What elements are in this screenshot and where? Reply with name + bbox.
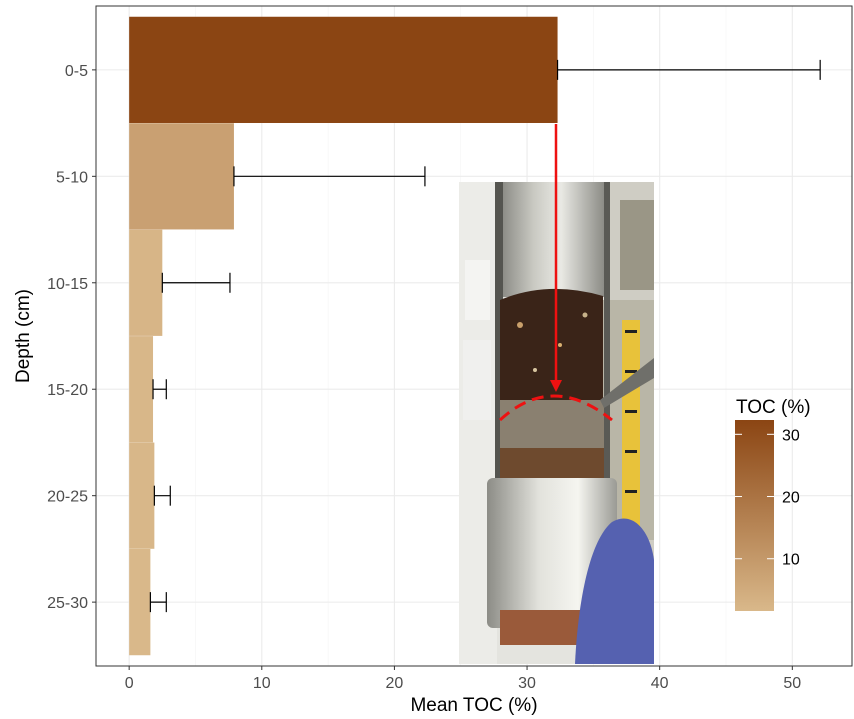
x-tick-label: 50: [783, 675, 801, 692]
x-tick-label: 10: [253, 675, 271, 692]
y-tick-label: 0-5: [65, 63, 88, 80]
bar-20-25: [129, 442, 155, 549]
error-bar-5-10: [233, 166, 426, 187]
error-bar-20-25: [153, 485, 171, 506]
y-tick-label: 10-15: [47, 276, 88, 293]
error-bar-15-20: [152, 379, 167, 400]
bar-5-10: [129, 123, 234, 230]
error-bar-25-30: [149, 592, 167, 613]
bar-15-20: [129, 336, 154, 443]
x-axis-title: Mean TOC (%): [410, 695, 537, 716]
red-arrow: [550, 124, 562, 392]
legend-tick-label: 30: [782, 427, 800, 444]
legend-colorbar: [735, 420, 774, 611]
panel-border: [95, 5, 853, 667]
y-tick-label: 25-30: [47, 595, 88, 612]
error-bar-0-5: [556, 59, 821, 80]
y-axis-title: Depth (cm): [13, 289, 34, 383]
bar-0-5: [129, 16, 558, 123]
error-bars-group: [149, 59, 821, 613]
bar-25-30: [129, 549, 151, 656]
inset-soil-core-photo: [459, 182, 654, 664]
x-axis-ticks: 0 10 20 30 40 50: [125, 666, 801, 692]
legend-tick-label: 10: [782, 552, 800, 569]
y-tick-label: 5-10: [56, 169, 88, 186]
y-tick-label: 15-20: [47, 382, 88, 399]
error-bar-10-15: [161, 272, 231, 293]
x-tick-label: 40: [651, 675, 669, 692]
y-axis-ticks: 0-5 5-10 10-15 15-20 20-25 25-30: [47, 63, 96, 612]
legend: TOC (%) 10 20 30: [735, 397, 811, 611]
bar-10-15: [129, 229, 163, 336]
legend-title: TOC (%): [736, 397, 811, 418]
x-tick-label: 30: [518, 675, 536, 692]
x-tick-label: 20: [386, 675, 404, 692]
bars-group: [129, 16, 558, 656]
legend-ticks: 10 20 30: [735, 427, 800, 569]
y-tick-label: 20-25: [47, 489, 88, 506]
legend-tick-label: 20: [782, 490, 800, 507]
x-tick-label: 0: [125, 675, 134, 692]
